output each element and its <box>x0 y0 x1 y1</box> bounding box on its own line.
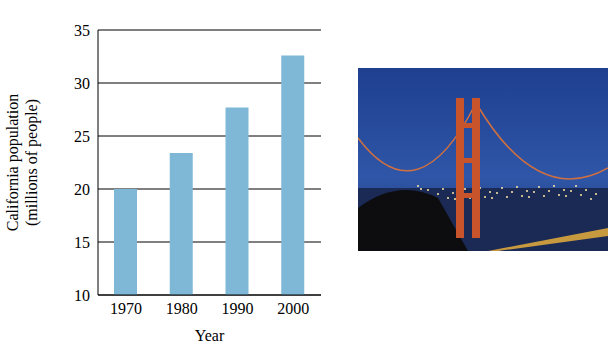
svg-text:California population(millions: California population(millions of people… <box>4 94 41 231</box>
svg-text:35: 35 <box>74 22 90 39</box>
svg-text:1990: 1990 <box>221 300 253 317</box>
svg-text:20: 20 <box>74 181 90 198</box>
svg-text:1980: 1980 <box>166 300 198 317</box>
svg-text:1970: 1970 <box>110 300 142 317</box>
svg-text:15: 15 <box>74 234 90 251</box>
svg-text:30: 30 <box>74 75 90 92</box>
svg-text:Year: Year <box>195 327 225 344</box>
svg-text:10: 10 <box>74 287 90 304</box>
svg-text:2000: 2000 <box>277 300 309 317</box>
svg-text:25: 25 <box>74 128 90 145</box>
